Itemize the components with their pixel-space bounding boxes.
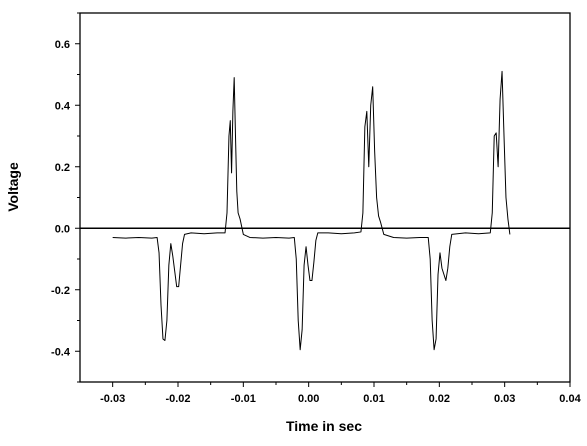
x-tick-label: -0.02 [165,393,190,405]
x-tick-label: -0.01 [231,393,256,405]
plot-area-border [79,12,571,383]
voltage-series-line [112,70,511,351]
y-tick-label: 0.6 [55,39,70,51]
x-tick-label: 0.01 [363,393,384,405]
x-tick-label: -0.03 [100,393,125,405]
y-tick-label: -0.4 [51,346,71,358]
series-layer [112,70,511,351]
x-axis-ticks: -0.03 -0.02 -0.01 0.00 0.01 0.02 0.03 0.04 [100,382,582,405]
y-axis-ticks: -0.4 -0.2 0.0 0.2 0.4 0.6 [51,12,80,383]
y-tick-label: 0.0 [55,223,70,235]
y-tick-label: 0.2 [55,162,70,174]
y-tick-label: 0.4 [55,100,71,112]
x-tick-label: 0.04 [559,393,581,405]
x-tick-label: 0.03 [494,393,515,405]
y-axis-label: Voltage [5,162,21,212]
x-axis-label: Time in sec [286,418,362,434]
plot-frame [79,12,571,383]
y-tick-label: -0.2 [51,285,70,297]
x-tick-label: 0.02 [429,393,450,405]
x-tick-label: 0.00 [298,393,319,405]
